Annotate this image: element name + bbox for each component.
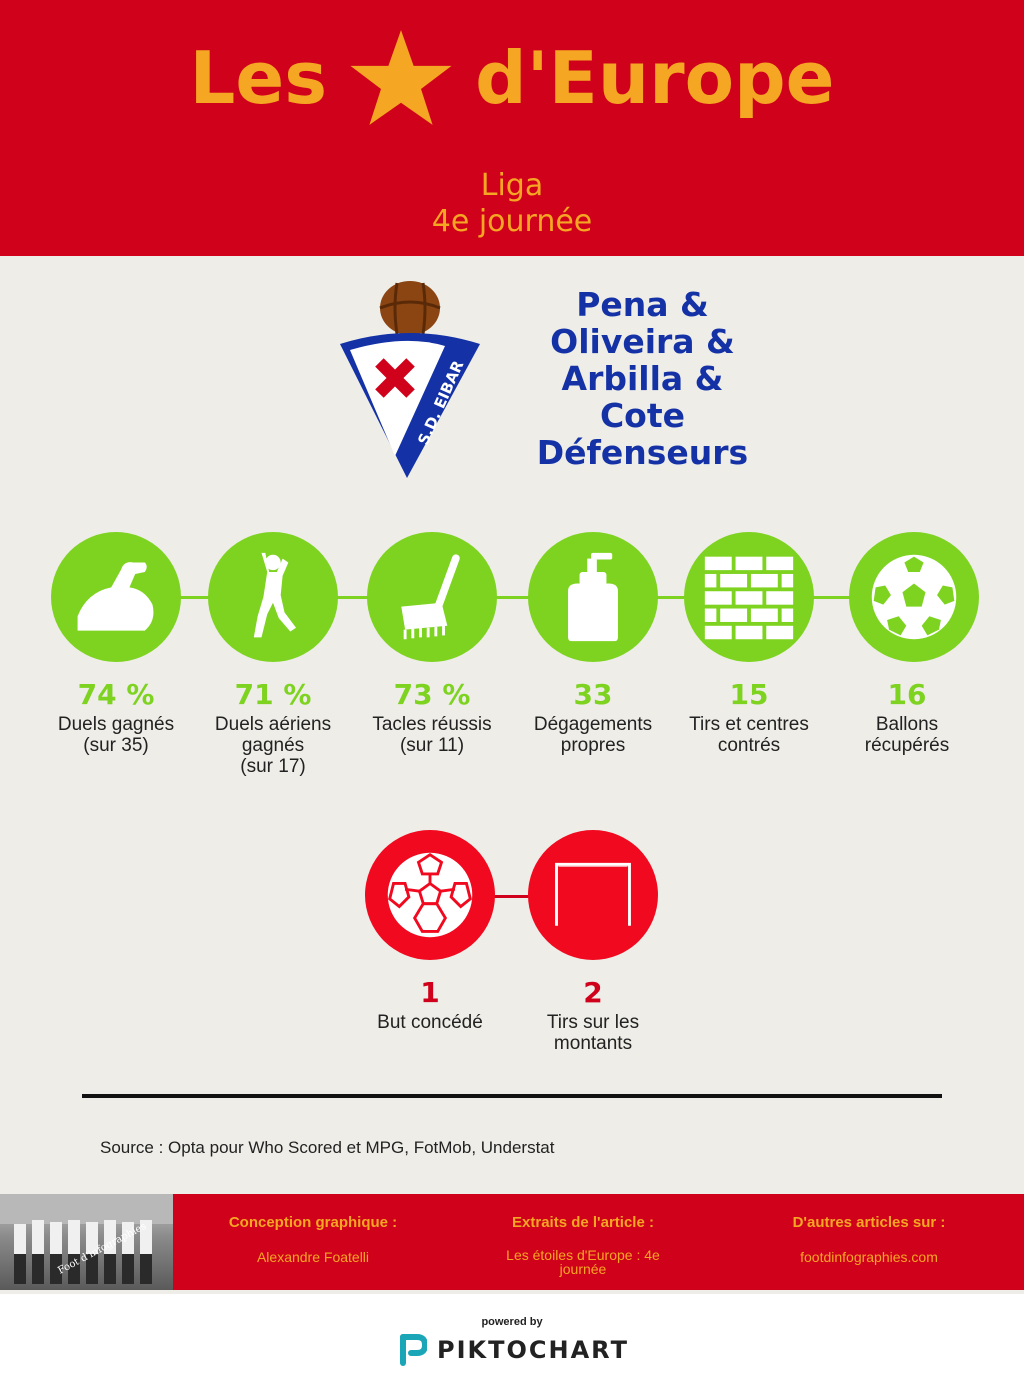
title-left: Les	[189, 36, 328, 120]
stat-label: Tirs et centres contrés	[689, 714, 809, 756]
stat-label: Duels aériens gagnés (sur 17)	[214, 714, 332, 777]
stat-value: 74 %	[77, 678, 155, 711]
powered-by-label: powered by	[481, 1316, 543, 1328]
stat-clearances: 33 Dégagements propres	[513, 678, 673, 756]
stat-woodwork: 2 Tirs sur les montants	[513, 976, 673, 1054]
stat-blocks: 15 Tirs et centres contrés	[669, 678, 829, 756]
flexed-arm-icon	[77, 562, 154, 631]
footer-website: D'autres articles sur : footdinfographie…	[734, 1214, 1004, 1264]
team-photo-image: Foot d'infographies	[0, 1194, 173, 1284]
title-right: d'Europe	[475, 36, 835, 120]
footer-banner: Foot d'infographies Conception graphique…	[0, 1194, 1024, 1290]
rake-icon	[401, 554, 460, 640]
stat-value: 2	[583, 976, 603, 1009]
soap-bottle-icon	[568, 552, 618, 642]
stat-duels: 74 % Duels gagnés (sur 35)	[36, 678, 196, 756]
stat-value: 1	[420, 976, 440, 1009]
page-title: Les d'Europe	[0, 28, 1024, 128]
subtitle: Liga 4e journée	[0, 168, 1024, 240]
stat-value: 33	[573, 678, 613, 711]
stat-label: Tirs sur les montants	[546, 1012, 640, 1054]
stat-value: 73 %	[393, 678, 471, 711]
footer-heading: Conception graphique :	[228, 1214, 398, 1231]
stat-label: Ballons récupérés	[864, 714, 950, 756]
player-name-line: Cote	[599, 396, 686, 435]
stat-label: Tacles réussis (sur 11)	[372, 714, 492, 756]
stat-circle	[51, 532, 181, 662]
footer-article-link[interactable]: Les étoiles d'Europe : 4e journée	[506, 1247, 660, 1277]
main-panel	[0, 256, 1024, 1294]
star-icon	[350, 30, 452, 125]
stat-goals-conceded: 1 But concédé	[350, 976, 510, 1033]
stat-circle	[208, 532, 338, 662]
stat-value: 71 %	[234, 678, 312, 711]
jumping-player-icon	[253, 552, 297, 638]
stat-label: But concédé	[377, 1012, 483, 1033]
stat-value: 16	[887, 678, 927, 711]
matchday-label: 4e journée	[431, 204, 593, 239]
stats-connector	[116, 596, 906, 599]
negative-stats-connector	[430, 895, 595, 898]
competition-label: Liga	[480, 168, 544, 203]
team-photo: Foot d'infographies	[0, 1194, 173, 1290]
divider	[82, 1094, 942, 1098]
stat-label: Dégagements propres	[533, 714, 653, 756]
football-icon	[871, 554, 957, 640]
ball-icon	[387, 852, 473, 938]
negative-stat-circle	[365, 830, 495, 960]
goal-frame-icon	[555, 862, 631, 926]
stat-recoveries: 16 Ballons récupérés	[827, 678, 987, 756]
player-name-line: Arbilla &	[561, 359, 724, 398]
player-names: Pena & Oliveira & Arbilla & Cote Défense…	[490, 286, 795, 471]
player-position: Défenseurs	[536, 433, 749, 472]
source-note: Source : Opta pour Who Scored et MPG, Fo…	[100, 1138, 555, 1157]
footer-credits: Conception graphique : Alexandre Foatell…	[178, 1214, 448, 1264]
footer-heading: D'autres articles sur :	[792, 1214, 946, 1231]
piktochart-name: PIKTOCHART	[437, 1336, 629, 1364]
stat-circle	[849, 532, 979, 662]
piktochart-logo-icon	[400, 1334, 427, 1366]
club-crest-icon: S.D. EIBAR	[340, 281, 480, 478]
player-name-line: Pena &	[576, 285, 709, 324]
footer-article: Extraits de l'article : Les étoiles d'Eu…	[448, 1214, 718, 1276]
stat-circle	[684, 532, 814, 662]
stat-circle	[367, 532, 497, 662]
footer-heading: Extraits de l'article :	[512, 1214, 654, 1231]
stat-tackles: 73 % Tacles réussis (sur 11)	[352, 678, 512, 756]
brick-wall-icon	[704, 556, 794, 640]
player-name-line: Oliveira &	[550, 322, 735, 361]
stat-label: Duels gagnés (sur 35)	[57, 714, 175, 756]
header-banner: Les d'Europe Liga 4e journée	[0, 0, 1024, 256]
footer-website-link[interactable]: footdinfographies.com	[800, 1249, 938, 1265]
stat-aerial-duels: 71 % Duels aériens gagnés (sur 17)	[193, 678, 353, 777]
stat-value: 15	[729, 678, 769, 711]
footer-text: Alexandre Foatelli	[256, 1249, 370, 1265]
piktochart-brand[interactable]: PIKTOCHART	[399, 1330, 629, 1370]
negative-stat-circle	[528, 830, 658, 960]
stat-circle	[528, 532, 658, 662]
